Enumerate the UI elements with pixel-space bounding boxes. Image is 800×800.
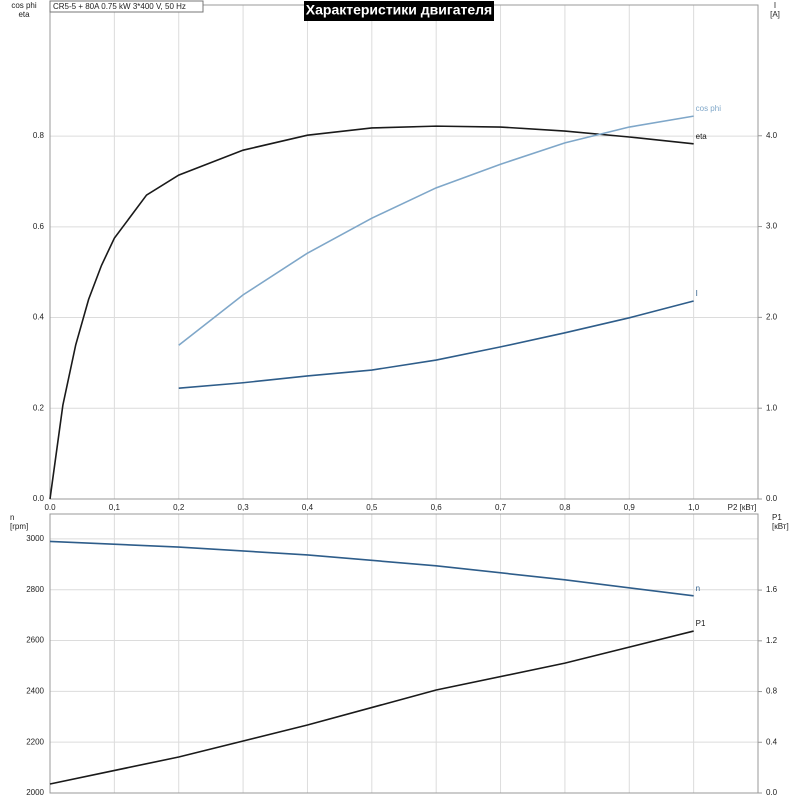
x-tick-label: 0.0 (44, 503, 56, 512)
series-label: eta (696, 132, 708, 141)
series-line (49, 630, 694, 785)
title-box (304, 1, 494, 21)
y-tick-label: 2400 (26, 686, 44, 695)
y-tick-label: 0.4 (33, 313, 45, 322)
y2-tick-label: 1.2 (766, 636, 778, 645)
y-tick-label: 2800 (26, 585, 44, 594)
y2-tick-label: 2.0 (766, 312, 778, 321)
x-tick-label: 0,4 (302, 503, 314, 512)
y-axis-label: cos phi (11, 1, 37, 10)
info-box (49, 0, 204, 13)
series-label: P1 (696, 619, 706, 628)
series-line (49, 540, 694, 597)
y2-axis-label: P1 (772, 513, 782, 522)
x-tick-label: 0,3 (238, 503, 250, 512)
series-line (178, 115, 694, 346)
y2-axis-label: [кВт] (772, 522, 789, 531)
chart-title: Характеристики двигателя (306, 2, 492, 18)
series-line (49, 125, 694, 500)
series-line (178, 300, 694, 390)
y-tick-label: 2200 (26, 737, 44, 746)
y2-tick-label: 1.6 (766, 585, 778, 594)
x-tick-label: 1,0 (688, 503, 700, 512)
y2-tick-label: 3.0 (766, 222, 778, 231)
y-tick-label: 2000 (26, 788, 44, 797)
y-tick-label: 0.8 (33, 131, 45, 140)
series-label: I (696, 289, 698, 298)
plot-frame (49, 4, 759, 500)
x-tick-label: 0,6 (431, 503, 443, 512)
y2-axis-label: I (774, 1, 776, 10)
x-tick-label: 0,7 (495, 503, 507, 512)
x-axis-label: P2 [кВт] (728, 503, 757, 512)
plot-frame (49, 513, 759, 794)
x-tick-label: 0,1 (109, 503, 121, 512)
y-axis-label: n (10, 513, 14, 522)
x-tick-label: 0,9 (624, 503, 636, 512)
series-label: cos phi (696, 104, 722, 113)
y2-tick-label: 0.0 (766, 494, 778, 503)
x-tick-label: 0,2 (173, 503, 185, 512)
y-tick-label: 2600 (26, 636, 44, 645)
y-tick-label: 3000 (26, 534, 44, 543)
y-tick-label: 0.2 (33, 403, 45, 412)
x-tick-label: 0,5 (366, 503, 378, 512)
series-label: n (696, 584, 700, 593)
y2-tick-label: 4.0 (766, 131, 778, 140)
y-tick-label: 0.6 (33, 222, 45, 231)
y2-axis-label: [A] (770, 10, 780, 19)
y2-tick-label: 0.4 (766, 737, 778, 746)
y-axis-label: eta (18, 10, 30, 19)
subtitle: CR5-5 + 80A 0.75 kW 3*400 V, 50 Hz (53, 2, 186, 11)
x-tick-label: 0,8 (559, 503, 571, 512)
y-axis-label: [rpm] (10, 522, 28, 531)
y-tick-label: 0.0 (33, 494, 45, 503)
y2-tick-label: 1.0 (766, 403, 778, 412)
y2-tick-label: 0.8 (766, 687, 778, 696)
y2-tick-label: 0.0 (766, 788, 778, 797)
